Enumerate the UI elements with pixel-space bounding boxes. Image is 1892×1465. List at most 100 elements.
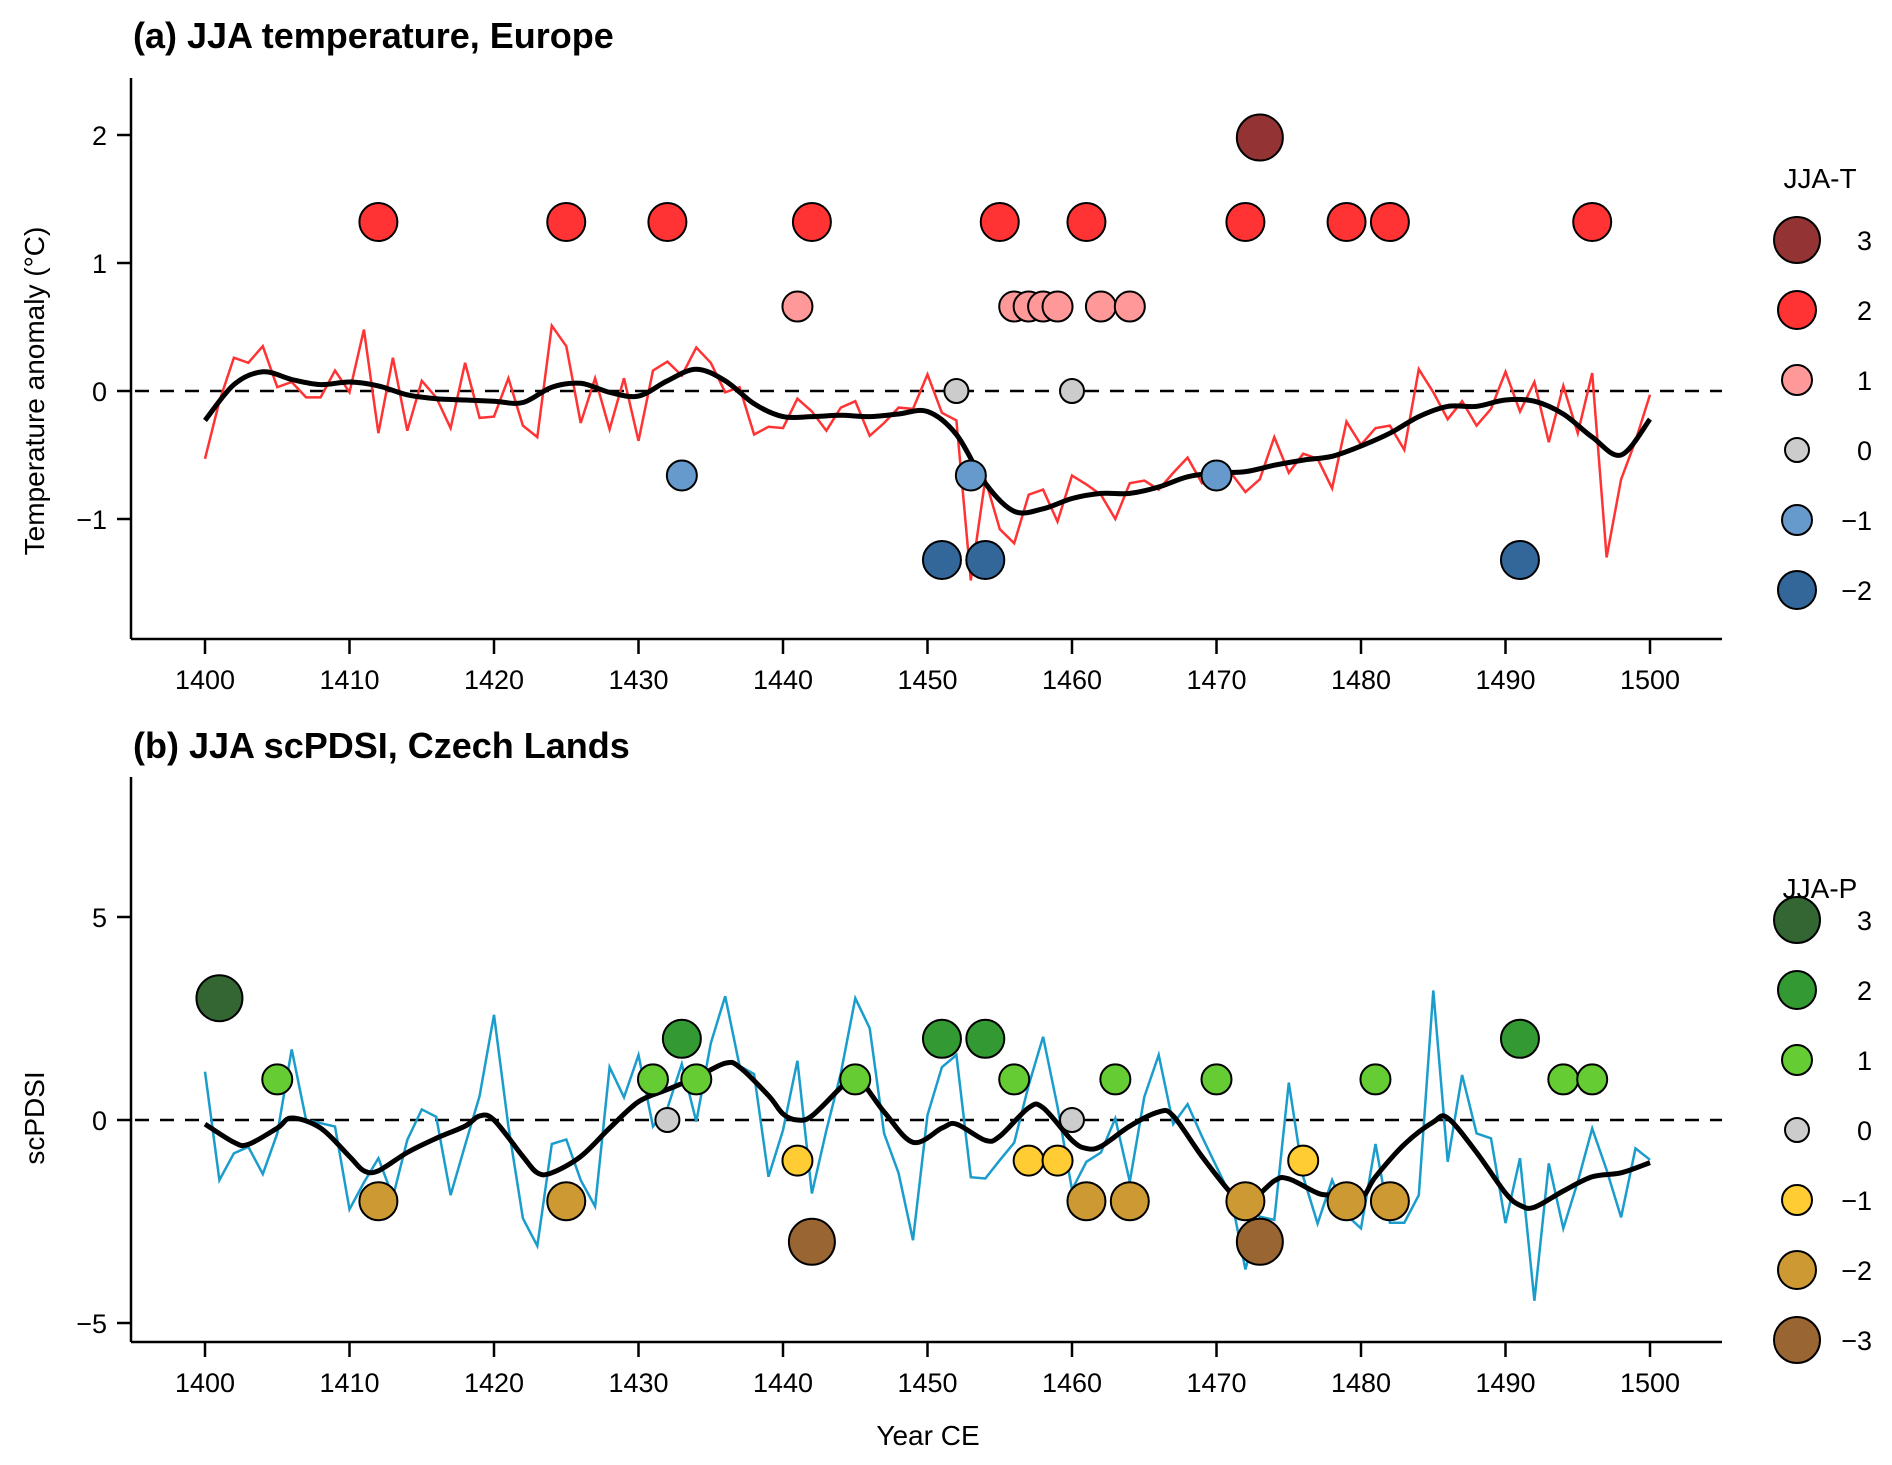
x-tick-label: 1500 [1620,1368,1680,1398]
event-marker [1084,290,1117,323]
panel-temperature: (a) JJA temperature, Europe Temperature … [19,15,1872,695]
event-marker [1041,1144,1074,1177]
x-tick-label: 1460 [1042,665,1102,695]
legend-marker [1784,1117,1810,1143]
panel-scpdsi: (b) JJA scPDSI, Czech Lands scPDSI −505 … [19,725,1872,1451]
event-marker [1576,1063,1609,1096]
y-tick-label: 0 [92,1106,107,1136]
x-tick-label: 1480 [1331,665,1391,695]
y-tick-label: 1 [92,249,107,279]
x-tick-label: 1490 [1475,1368,1535,1398]
legend-label: −2 [1841,576,1872,606]
x-tick-label: 1470 [1186,665,1246,695]
event-marker [1326,1181,1367,1222]
panel-a-legend-title: JJA-T [1783,163,1856,194]
legend-marker [1777,570,1817,610]
legend-item: −2 [1777,570,1872,610]
legend-marker [1777,290,1817,330]
x-tick-label: 1400 [175,1368,235,1398]
event-marker [954,459,987,492]
panel-b-title: (b) JJA scPDSI, Czech Lands [133,725,630,766]
event-marker [791,202,832,243]
legend-label: −2 [1841,1256,1872,1286]
event-marker [998,1063,1031,1096]
event-marker [1287,1144,1320,1177]
legend-marker [1773,896,1821,944]
event-marker [1499,539,1540,580]
event-marker [921,539,962,580]
x-tick-label: 1450 [897,665,957,695]
legend-item: −1 [1781,504,1872,536]
legend-item: −3 [1773,1316,1872,1364]
event-marker [1369,1181,1410,1222]
annual-series-line [203,990,1651,1301]
panel-a-legend: JJA-T 3 2 1 0 −1 −2 [1773,163,1872,610]
event-marker [261,1063,294,1096]
event-marker [1200,1063,1233,1096]
event-marker [1225,202,1266,243]
x-tick-label: 1410 [319,1368,379,1398]
event-marker [1012,1144,1045,1177]
legend-label: 1 [1857,1046,1872,1076]
legend-label: 3 [1857,906,1872,936]
event-marker [1235,1217,1284,1266]
event-marker [680,1063,713,1096]
x-tick-label: 1440 [753,1368,813,1398]
legend-marker [1781,1044,1813,1076]
panel-a-title: (a) JJA temperature, Europe [133,15,614,56]
event-marker [1225,1181,1266,1222]
y-tick-label: 2 [92,121,107,151]
legend-marker [1773,216,1821,264]
panel-b-plot-area [129,777,1722,1344]
legend-item: 0 [1784,1116,1872,1146]
event-marker [1113,290,1146,323]
legend-marker [1773,1316,1821,1364]
panel-a-y-axis-label: Temperature anomaly (°C) [19,227,50,556]
y-tick-label: −1 [76,505,107,535]
event-marker [1359,1063,1392,1096]
legend-item: 1 [1781,1044,1872,1076]
event-marker [195,974,244,1023]
legend-item: −1 [1781,1184,1872,1216]
event-marker [358,202,399,243]
legend-marker [1777,1250,1817,1290]
smoothed-series-line [203,366,1653,516]
legend-label: 2 [1857,976,1872,1006]
event-marker [661,1018,702,1059]
event-marker [1235,113,1284,162]
event-marker [1066,202,1107,243]
legend-item: 2 [1777,290,1872,330]
panel-a-y-ticks: −1 0 1 2 [76,121,131,535]
event-marker [979,202,1020,243]
x-tick-label: 1470 [1186,1368,1246,1398]
panel-b-y-axis-label: scPDSI [19,1071,50,1164]
event-marker [965,1018,1006,1059]
legend-marker [1784,437,1810,463]
legend-item: 0 [1784,436,1872,466]
panel-b-x-axis-label: Year CE [876,1420,979,1451]
panel-a-plot-area [129,78,1722,641]
x-tick-label: 1490 [1475,665,1535,695]
x-tick-label: 1430 [608,665,668,695]
event-marker [1109,1181,1150,1222]
x-tick-label: 1460 [1042,1368,1102,1398]
legend-item: 3 [1773,216,1872,264]
panel-a-x-ticks: 1400 1410 1420 1430 1440 1450 1460 1470 1480 1490… [175,639,1680,695]
y-tick-label: −5 [76,1309,107,1339]
event-marker [647,202,688,243]
event-marker [965,539,1006,580]
y-tick-label: 5 [92,903,107,933]
event-marker [546,1181,587,1222]
legend-item: 2 [1777,970,1872,1010]
event-marker [921,1018,962,1059]
x-tick-label: 1480 [1331,1368,1391,1398]
event-marker [1369,202,1410,243]
event-marker [1326,202,1367,243]
event-marker [358,1181,399,1222]
legend-label: 0 [1857,436,1872,466]
legend-marker [1781,1184,1813,1216]
event-marker [1066,1181,1107,1222]
event-marker [1041,290,1074,323]
